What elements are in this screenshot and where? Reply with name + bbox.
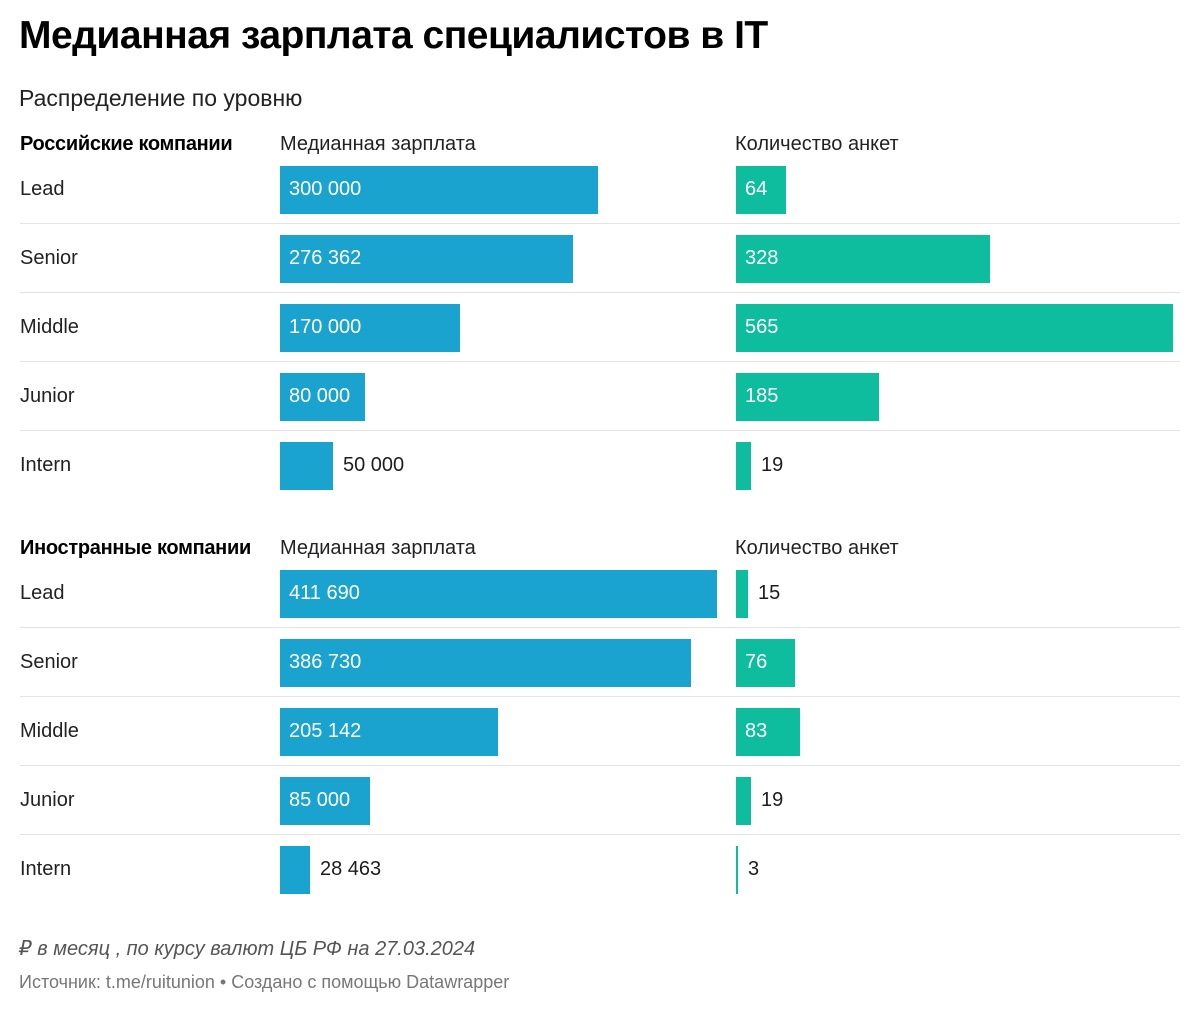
- salary-bar: [280, 639, 691, 687]
- salary-bar: [280, 235, 573, 283]
- row-separator: [20, 223, 1180, 224]
- salary-column-header: Медианная зарплата: [280, 133, 476, 155]
- count-bar: [736, 373, 879, 421]
- level-label: Junior: [20, 789, 75, 811]
- salary-value-label: 205 142: [289, 720, 362, 742]
- count-bar: [736, 235, 990, 283]
- count-bar: [736, 639, 795, 687]
- salary-value-label: 300 000: [289, 178, 362, 200]
- count-value-label: 76: [745, 651, 768, 673]
- bar-row: Intern 50 000 19: [0, 431, 1200, 500]
- salary-bar: [280, 166, 598, 214]
- count-value-label: 83: [745, 720, 768, 742]
- salary-bar: [280, 442, 333, 490]
- count-bar: [736, 166, 786, 214]
- row-separator: [20, 696, 1180, 697]
- count-value-label: 19: [761, 789, 784, 811]
- bar-row: Junior 80 000 185: [0, 362, 1200, 431]
- chart-note: ₽ в месяц , по курсу валют ЦБ РФ на 27.0…: [19, 938, 476, 960]
- count-value-label: 565: [745, 316, 779, 338]
- salary-value-label: 170 000: [289, 316, 362, 338]
- count-bar: [736, 708, 800, 756]
- count-bar: [736, 442, 751, 490]
- salary-value-label: 85 000: [289, 789, 351, 811]
- count-bar: [736, 304, 1173, 352]
- salary-bar: [280, 846, 310, 894]
- salary-column-header: Медианная зарплата: [280, 537, 476, 559]
- level-label: Lead: [20, 582, 65, 604]
- count-value-label: 3: [748, 858, 760, 880]
- bar-row: Junior 85 000 19: [0, 766, 1200, 835]
- row-separator: [20, 627, 1180, 628]
- count-bar: [736, 846, 738, 894]
- bar-row: Senior 386 730 76: [0, 628, 1200, 697]
- salary-bar: [280, 373, 365, 421]
- count-value-label: 328: [745, 247, 779, 269]
- salary-bar: [280, 570, 717, 618]
- chart-title: Медианная зарплата специалистов в IT: [19, 14, 768, 57]
- bar-row: Intern 28 463 3: [0, 835, 1200, 904]
- chart-source: Источник: t.me/ruitunion • Создано с пом…: [19, 972, 510, 992]
- chart-subtitle: Распределение по уровню: [19, 85, 303, 111]
- row-separator: [20, 361, 1180, 362]
- section-title: Иностранные компании: [20, 537, 251, 559]
- salary-value-label: 28 463: [320, 858, 382, 880]
- count-value-label: 15: [758, 582, 781, 604]
- salary-value-label: 386 730: [289, 651, 362, 673]
- level-label: Lead: [20, 178, 65, 200]
- count-bar: [736, 777, 751, 825]
- level-label: Senior: [20, 247, 78, 269]
- level-label: Intern: [20, 858, 72, 880]
- count-value-label: 185: [745, 385, 779, 407]
- count-bar: [736, 570, 748, 618]
- row-separator: [20, 430, 1180, 431]
- bar-row: Middle 170 000 565: [0, 293, 1200, 362]
- row-separator: [20, 765, 1180, 766]
- salary-bar: [280, 304, 460, 352]
- bar-row: Lead 300 000 64: [0, 155, 1200, 224]
- salary-bar: [280, 708, 498, 756]
- row-separator: [20, 834, 1180, 835]
- level-label: Senior: [20, 651, 78, 673]
- level-label: Intern: [20, 454, 72, 476]
- level-label: Middle: [20, 316, 79, 338]
- count-value-label: 64: [745, 178, 768, 200]
- section-title: Российские компании: [20, 133, 233, 155]
- salary-value-label: 411 690: [289, 582, 360, 604]
- salary-value-label: 50 000: [343, 454, 405, 476]
- salary-value-label: 80 000: [289, 385, 351, 407]
- row-separator: [20, 292, 1180, 293]
- count-column-header: Количество анкет: [735, 133, 899, 155]
- bar-row: Middle 205 142 83: [0, 697, 1200, 766]
- level-label: Middle: [20, 720, 79, 742]
- count-value-label: 19: [761, 454, 784, 476]
- level-label: Junior: [20, 385, 75, 407]
- bar-row: Senior 276 362 328: [0, 224, 1200, 293]
- salary-bar: [280, 777, 370, 825]
- salary-value-label: 276 362: [289, 247, 362, 269]
- bar-row: Lead 411 690 15: [0, 559, 1200, 628]
- count-column-header: Количество анкет: [735, 537, 899, 559]
